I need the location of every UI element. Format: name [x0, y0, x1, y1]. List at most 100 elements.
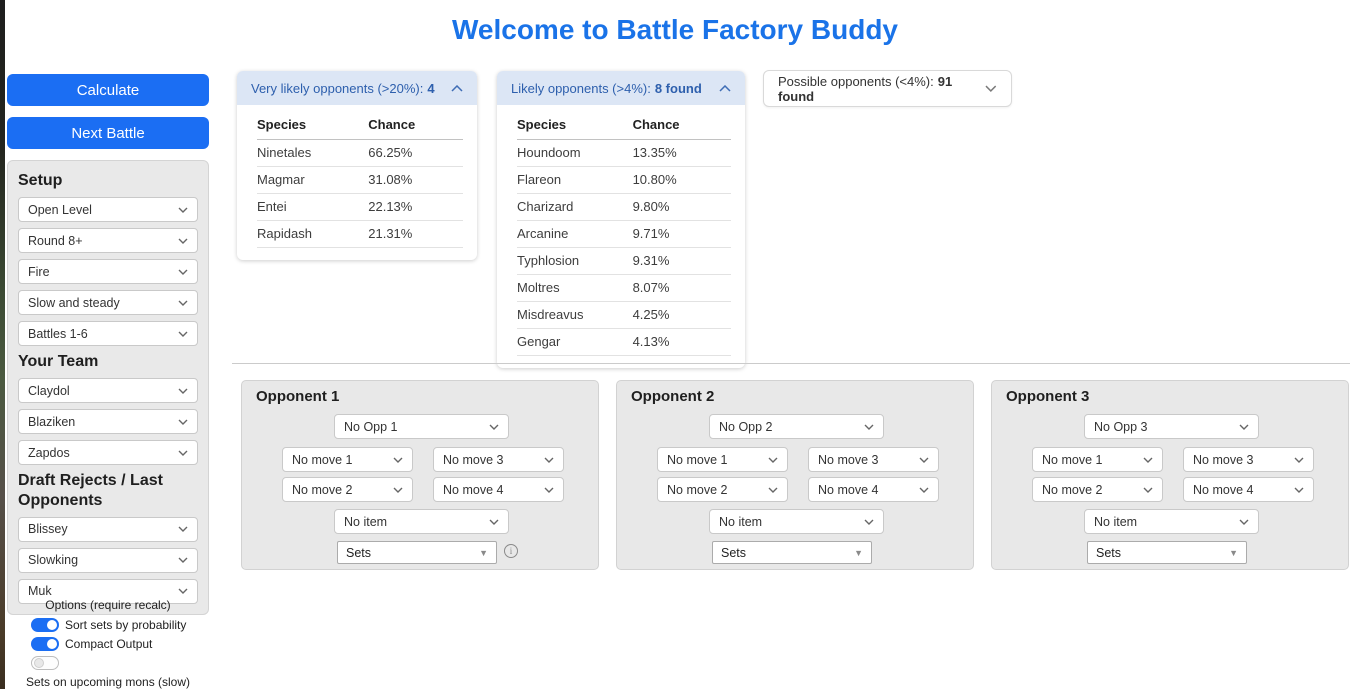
table-row: Gengar 4.13%: [517, 328, 731, 356]
compact-output-label: Compact Output: [65, 637, 153, 651]
chevron-down-icon: [178, 300, 188, 306]
opponent-3-move-2-select[interactable]: No move 2: [1032, 477, 1163, 502]
species-cell: Rapidash: [257, 220, 369, 248]
setup-heading: Setup: [18, 172, 63, 189]
opponent-3-species-value: No Opp 3: [1094, 419, 1148, 434]
style-select[interactable]: Slow and steady: [18, 290, 198, 316]
section-divider: [232, 363, 1350, 364]
opponent-3-move-3-select[interactable]: No move 3: [1183, 447, 1314, 472]
chance-cell: 4.25%: [632, 301, 731, 329]
likely-header[interactable]: Likely opponents (>4%): 8 found: [497, 71, 745, 105]
team-select-2[interactable]: Blaziken: [18, 409, 198, 435]
chevron-down-icon: [489, 424, 499, 430]
opponent-1-move-4-select[interactable]: No move 4: [433, 477, 564, 502]
species-cell: Magmar: [257, 166, 369, 194]
opponent-1-sets-select[interactable]: Sets ▼: [337, 541, 497, 564]
table-row: Typhlosion 9.31%: [517, 247, 731, 275]
team-select-3[interactable]: Zapdos: [18, 440, 198, 466]
level-select[interactable]: Open Level: [18, 197, 198, 223]
very-likely-header[interactable]: Very likely opponents (>20%): 4: [237, 71, 477, 105]
move-value: No move 1: [292, 452, 353, 467]
opponent-3-species-select[interactable]: No Opp 3: [1084, 414, 1259, 439]
reject-select-2-value: Slowking: [28, 553, 79, 568]
opponent-1-move-3-select[interactable]: No move 3: [433, 447, 564, 472]
chevron-down-icon: [768, 487, 778, 493]
table-row: Arcanine 9.71%: [517, 220, 731, 248]
species-column-header: Species: [517, 111, 633, 140]
calculate-button[interactable]: Calculate: [7, 74, 209, 106]
chance-column-header: Chance: [632, 111, 731, 140]
table-row: Entei 22.13%: [257, 193, 463, 221]
your-team-heading: Your Team: [18, 353, 99, 371]
opponent-2-move-4-select[interactable]: No move 4: [808, 477, 939, 502]
compact-output-toggle[interactable]: [31, 637, 59, 651]
opponent-2-sets-select[interactable]: Sets ▼: [712, 541, 872, 564]
sort-sets-toggle[interactable]: [31, 618, 59, 632]
likely-panel: Likely opponents (>4%): 8 found Species C…: [497, 71, 745, 368]
chevron-down-icon: [1239, 519, 1249, 525]
team-select-2-value: Blaziken: [28, 414, 76, 429]
chevron-down-icon: [178, 388, 188, 394]
chevron-down-icon: [489, 519, 499, 525]
reject-select-3[interactable]: Muk: [18, 578, 198, 604]
battles-select[interactable]: Battles 1-6: [18, 321, 198, 347]
battles-select-value: Battles 1-6: [28, 326, 88, 341]
opponent-1-move-2-select[interactable]: No move 2: [282, 477, 413, 502]
opponent-2-species-select[interactable]: No Opp 2: [709, 414, 884, 439]
opponent-2-title: Opponent 2: [631, 388, 715, 405]
chevron-down-icon: [178, 557, 188, 564]
opponent-1-card: Opponent 1 No Opp 1 No move 1 No move 3 …: [241, 380, 599, 570]
species-cell: Ninetales: [257, 139, 369, 167]
type-select[interactable]: Fire: [18, 259, 198, 285]
chance-cell: 21.31%: [368, 220, 463, 248]
opponent-3-sets-select[interactable]: Sets ▼: [1087, 541, 1247, 564]
chevron-down-icon: [985, 85, 997, 92]
opponent-3-move-4-select[interactable]: No move 4: [1183, 477, 1314, 502]
opponent-3-item-select[interactable]: No item: [1084, 509, 1259, 534]
chevron-down-icon: [178, 419, 188, 425]
chevron-down-icon: [1239, 424, 1249, 430]
table-row: Houndoom 13.35%: [517, 139, 731, 167]
possible-panel-header[interactable]: Possible opponents (<4%): 91 found: [763, 70, 1012, 107]
draft-rejects-heading: Draft Rejects / Last Opponents: [18, 472, 163, 509]
next-battle-button[interactable]: Next Battle: [7, 117, 209, 149]
opponent-3-title: Opponent 3: [1006, 388, 1090, 405]
item-value: No item: [344, 514, 388, 529]
chevron-down-icon: [393, 487, 403, 493]
chevron-down-icon: [919, 487, 929, 493]
info-icon[interactable]: i: [504, 544, 518, 558]
reject-select-2[interactable]: Slowking: [18, 547, 198, 573]
chevron-down-icon: [864, 519, 874, 525]
round-select[interactable]: Round 8+: [18, 228, 198, 254]
species-cell: Charizard: [517, 193, 633, 221]
chevron-down-icon: [178, 588, 188, 595]
chance-cell: 9.80%: [632, 193, 731, 221]
reject-select-1[interactable]: Blissey: [18, 516, 198, 542]
chevron-down-icon: [1143, 487, 1153, 493]
very-likely-header-text: Very likely opponents (>20%): 4: [251, 80, 435, 96]
chevron-down-icon: [178, 526, 188, 533]
chevron-down-icon: [1294, 487, 1304, 493]
species-cell: Typhlosion: [517, 247, 633, 275]
move-value: No move 4: [818, 482, 879, 497]
opponent-2-move-1-select[interactable]: No move 1: [657, 447, 788, 472]
toggle-row-compact-output: Compact Output: [31, 637, 209, 651]
item-value: No item: [719, 514, 763, 529]
move-value: No move 3: [1193, 452, 1254, 467]
opponent-3-move-1-select[interactable]: No move 1: [1032, 447, 1163, 472]
upcoming-sets-toggle[interactable]: [31, 656, 59, 670]
opponent-1-move-1-select[interactable]: No move 1: [282, 447, 413, 472]
chevron-up-icon: [451, 84, 463, 92]
opponent-2-card: Opponent 2 No Opp 2 No move 1 No move 3 …: [616, 380, 974, 570]
options-heading: Options (require recalc): [45, 598, 171, 612]
opponent-1-item-select[interactable]: No item: [334, 509, 509, 534]
opponent-1-species-select[interactable]: No Opp 1: [334, 414, 509, 439]
opponent-2-item-select[interactable]: No item: [709, 509, 884, 534]
table-row: Misdreavus 4.25%: [517, 301, 731, 329]
chance-cell: 31.08%: [368, 166, 463, 194]
team-select-1[interactable]: Claydol: [18, 378, 198, 404]
move-value: No move 4: [1193, 482, 1254, 497]
opponent-2-move-3-select[interactable]: No move 3: [808, 447, 939, 472]
dropdown-arrow-icon: ▼: [1229, 547, 1238, 558]
opponent-2-move-2-select[interactable]: No move 2: [657, 477, 788, 502]
